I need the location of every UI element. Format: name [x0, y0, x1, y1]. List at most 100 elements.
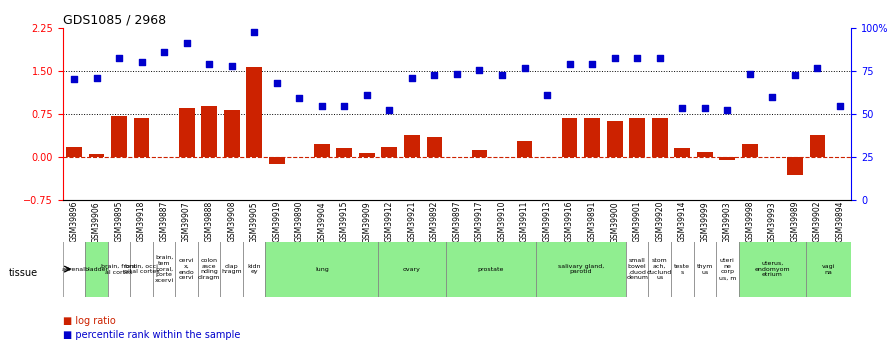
Text: GSM39907: GSM39907 — [182, 201, 191, 243]
Bar — [111, 116, 127, 157]
Point — [652, 55, 667, 61]
Text: GSM39911: GSM39911 — [520, 201, 529, 242]
Point — [270, 81, 284, 86]
Bar — [314, 144, 330, 157]
Bar — [178, 108, 194, 157]
FancyBboxPatch shape — [536, 241, 626, 297]
FancyBboxPatch shape — [130, 241, 153, 297]
FancyBboxPatch shape — [220, 241, 243, 297]
FancyBboxPatch shape — [265, 241, 378, 297]
Text: thym
us: thym us — [696, 264, 713, 275]
Text: GSM39917: GSM39917 — [475, 201, 484, 243]
Text: GSM39904: GSM39904 — [317, 201, 326, 243]
Bar — [719, 157, 736, 160]
Text: tissue: tissue — [9, 268, 39, 277]
Point — [90, 75, 104, 80]
Point — [157, 49, 171, 55]
Point — [788, 72, 802, 78]
Text: brain,
tem
poral,
porte
xcervi: brain, tem poral, porte xcervi — [154, 255, 174, 283]
Bar — [336, 148, 352, 157]
Text: GSM39919: GSM39919 — [272, 201, 281, 243]
Point — [450, 71, 464, 76]
Text: GSM39909: GSM39909 — [362, 201, 371, 243]
Bar — [629, 118, 645, 157]
Bar — [66, 147, 82, 157]
Text: GSM39890: GSM39890 — [295, 201, 304, 243]
Point — [67, 77, 82, 82]
Text: diap
hragm: diap hragm — [221, 264, 242, 275]
FancyBboxPatch shape — [716, 241, 738, 297]
Point — [225, 63, 239, 69]
Text: GSM39918: GSM39918 — [137, 201, 146, 242]
Point — [314, 104, 329, 109]
Point — [292, 96, 306, 101]
Bar — [584, 118, 600, 157]
FancyBboxPatch shape — [649, 241, 671, 297]
Bar — [224, 110, 239, 157]
Text: GSM39905: GSM39905 — [250, 201, 259, 243]
Text: ovary: ovary — [403, 267, 421, 272]
Point — [585, 61, 599, 67]
Bar — [809, 135, 825, 157]
Text: GSM39903: GSM39903 — [723, 201, 732, 243]
FancyBboxPatch shape — [626, 241, 649, 297]
Text: GSM39891: GSM39891 — [588, 201, 597, 242]
Text: GSM39920: GSM39920 — [655, 201, 664, 243]
FancyBboxPatch shape — [806, 241, 851, 297]
Point — [405, 75, 419, 80]
Bar — [269, 157, 285, 164]
Bar — [404, 135, 420, 157]
Text: small
bowel
,duod
denum: small bowel ,duod denum — [626, 258, 648, 280]
Text: uterus,
endomyom
etrium: uterus, endomyom etrium — [754, 261, 790, 277]
Text: GSM39913: GSM39913 — [543, 201, 552, 243]
FancyBboxPatch shape — [378, 241, 445, 297]
Bar — [517, 141, 532, 157]
FancyBboxPatch shape — [153, 241, 176, 297]
Text: GSM39999: GSM39999 — [701, 201, 710, 243]
FancyBboxPatch shape — [176, 241, 198, 297]
Text: brain, front
al cortex: brain, front al cortex — [101, 264, 137, 275]
Text: GSM39888: GSM39888 — [204, 201, 213, 242]
Text: lung: lung — [314, 267, 329, 272]
Text: GSM39910: GSM39910 — [497, 201, 506, 243]
Point — [112, 55, 126, 61]
Bar — [675, 148, 690, 157]
FancyBboxPatch shape — [694, 241, 716, 297]
Point — [134, 59, 149, 65]
Text: GSM39908: GSM39908 — [228, 201, 237, 243]
Text: GSM39902: GSM39902 — [813, 201, 822, 243]
Text: GSM39901: GSM39901 — [633, 201, 642, 243]
FancyBboxPatch shape — [108, 241, 130, 297]
FancyBboxPatch shape — [85, 241, 108, 297]
FancyBboxPatch shape — [243, 241, 265, 297]
Text: GSM39892: GSM39892 — [430, 201, 439, 242]
Bar — [426, 137, 443, 157]
Text: GSM39900: GSM39900 — [610, 201, 619, 243]
Bar — [742, 144, 758, 157]
Text: brain, occi
pital cortex: brain, occi pital cortex — [124, 264, 159, 275]
Text: uteri
ne
corp
us, m: uteri ne corp us, m — [719, 258, 736, 280]
Bar — [246, 67, 263, 157]
Point — [179, 40, 194, 46]
Text: GSM39887: GSM39887 — [159, 201, 168, 242]
Text: cervi
x,
endo
cervi: cervi x, endo cervi — [178, 258, 194, 280]
Text: GSM39914: GSM39914 — [677, 201, 686, 243]
Text: vagi
na: vagi na — [822, 264, 835, 275]
Text: GSM39998: GSM39998 — [745, 201, 754, 243]
Text: prostate: prostate — [478, 267, 504, 272]
Bar — [651, 118, 668, 157]
Text: GSM39912: GSM39912 — [385, 201, 394, 242]
Point — [698, 105, 712, 111]
Text: ■ log ratio: ■ log ratio — [63, 316, 116, 326]
Bar — [697, 152, 712, 157]
Point — [202, 61, 216, 67]
Point — [607, 55, 622, 61]
Text: GSM39897: GSM39897 — [452, 201, 461, 243]
Bar — [359, 153, 375, 157]
Point — [383, 107, 397, 112]
FancyBboxPatch shape — [738, 241, 806, 297]
Point — [810, 65, 824, 71]
Text: bladder: bladder — [84, 267, 108, 272]
Text: GSM39989: GSM39989 — [790, 201, 799, 243]
Text: salivary gland,
parotid: salivary gland, parotid — [557, 264, 604, 275]
